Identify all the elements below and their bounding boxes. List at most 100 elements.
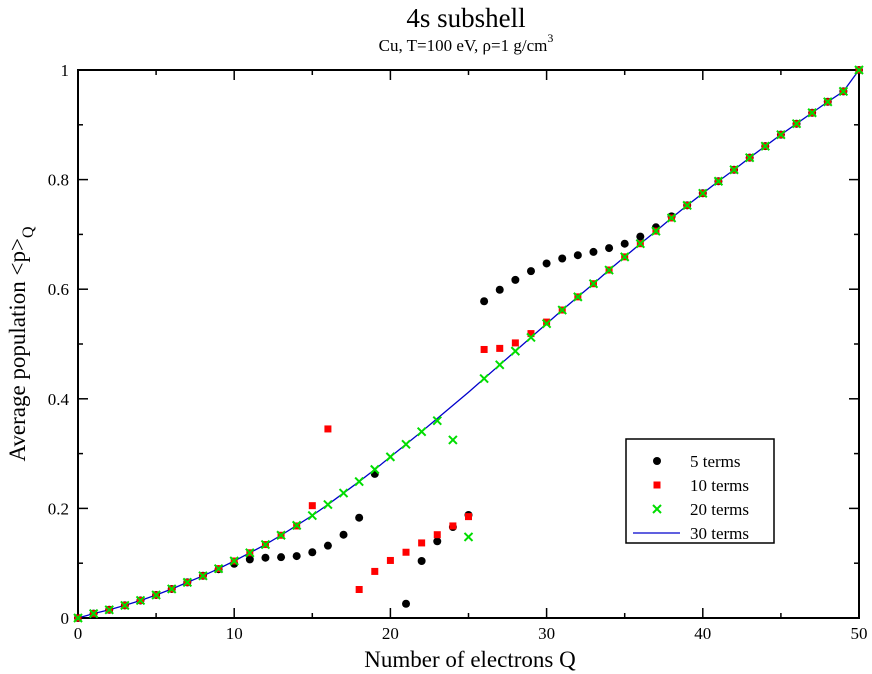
data-point	[854, 65, 864, 75]
data-point	[636, 232, 645, 241]
data-point	[432, 416, 442, 426]
series-line	[77, 69, 860, 619]
data-point	[698, 188, 708, 199]
legend: 5 terms 10 terms 20 terms 30 terms	[625, 438, 775, 544]
data-point	[448, 435, 458, 445]
data-point	[261, 553, 270, 562]
data-point	[511, 339, 519, 347]
legend-item-20-terms: 20 terms	[652, 500, 749, 519]
data-point	[245, 548, 255, 558]
data-point	[276, 530, 286, 540]
data-point	[666, 213, 677, 223]
data-point	[291, 520, 302, 531]
x-tick-label: 30	[538, 624, 555, 643]
data-point	[88, 608, 99, 619]
data-point	[619, 252, 630, 262]
data-point	[713, 176, 724, 186]
legend-items: 5 terms 10 terms 20 terms 30 terms	[633, 452, 749, 543]
data-point	[416, 426, 427, 437]
subtitle-superscript: 3	[547, 31, 553, 45]
data-point	[433, 537, 442, 546]
data-point	[526, 332, 536, 343]
data-point	[557, 305, 567, 315]
y-axis-label-subscript: Q	[20, 226, 37, 238]
data-point	[355, 586, 363, 594]
legend-item-5-terms: 5 terms	[653, 452, 741, 471]
data-point	[213, 563, 224, 574]
data-point	[541, 319, 552, 329]
data-point	[465, 513, 472, 521]
data-point	[307, 510, 318, 521]
data-point	[385, 452, 396, 462]
series-30-terms	[77, 69, 860, 619]
legend-label: 10 terms	[690, 476, 749, 495]
legend-marker	[652, 504, 662, 514]
data-point	[135, 595, 146, 606]
y-tick-label: 1	[61, 61, 70, 80]
chart-title: 4s subshell	[406, 3, 525, 33]
data-point	[605, 244, 614, 253]
x-tick-label: 0	[74, 624, 83, 643]
data-point	[823, 97, 833, 107]
legend-label: 5 terms	[690, 452, 741, 471]
data-point	[776, 129, 786, 140]
data-point	[791, 118, 802, 129]
data-point	[479, 373, 489, 384]
data-point	[323, 541, 332, 550]
data-point	[807, 108, 817, 118]
data-point	[402, 548, 410, 556]
legend-marker	[653, 457, 661, 465]
data-point	[402, 599, 411, 608]
data-point	[463, 532, 474, 542]
data-point	[729, 165, 739, 175]
data-point	[449, 522, 457, 530]
data-point	[277, 553, 286, 562]
data-point	[558, 254, 567, 263]
data-point	[417, 557, 426, 566]
data-point	[245, 555, 254, 564]
data-point	[542, 259, 551, 268]
data-point	[588, 279, 599, 289]
data-point	[339, 530, 348, 539]
legend-label: 20 terms	[690, 500, 749, 519]
data-point	[292, 552, 301, 561]
data-point	[308, 502, 316, 510]
subtitle-text: Cu, T=100 eV, ρ=1 g/cm	[379, 36, 548, 55]
data-point	[418, 539, 426, 547]
x-tick-label: 50	[851, 624, 868, 643]
y-tick-label: 0.6	[48, 280, 69, 299]
legend-marker	[653, 481, 661, 489]
data-point	[543, 318, 551, 326]
data-point	[604, 265, 614, 275]
data-point	[527, 330, 535, 338]
data-point	[370, 464, 380, 475]
data-point	[620, 239, 629, 248]
legend-item-10-terms: 10 terms	[653, 476, 749, 495]
data-point	[495, 285, 504, 294]
y-axis-label: Average population <p>Q	[5, 226, 37, 462]
data-point	[104, 605, 114, 615]
data-point	[229, 556, 239, 566]
data-point	[120, 600, 130, 611]
data-point	[510, 346, 521, 356]
data-point	[73, 613, 83, 623]
data-point	[323, 499, 333, 510]
data-point	[480, 345, 488, 353]
data-point	[401, 439, 411, 449]
data-point	[324, 425, 332, 433]
y-tick-labels: 0 0.2 0.4 0.6 0.8 1	[48, 61, 70, 628]
data-point	[371, 567, 379, 575]
data-point	[338, 488, 349, 498]
data-point	[433, 531, 441, 539]
legend-item-30-terms: 30 terms	[633, 524, 749, 543]
data-point	[480, 297, 489, 306]
data-point	[573, 292, 583, 302]
data-point	[760, 141, 770, 151]
data-point	[495, 360, 505, 370]
y-tick-label: 0	[61, 609, 70, 628]
chart-subtitle: Cu, T=100 eV, ρ=1 g/cm3	[379, 31, 554, 55]
x-tick-label: 10	[226, 624, 243, 643]
data-point	[526, 267, 535, 276]
y-tick-label: 0.4	[48, 390, 70, 409]
